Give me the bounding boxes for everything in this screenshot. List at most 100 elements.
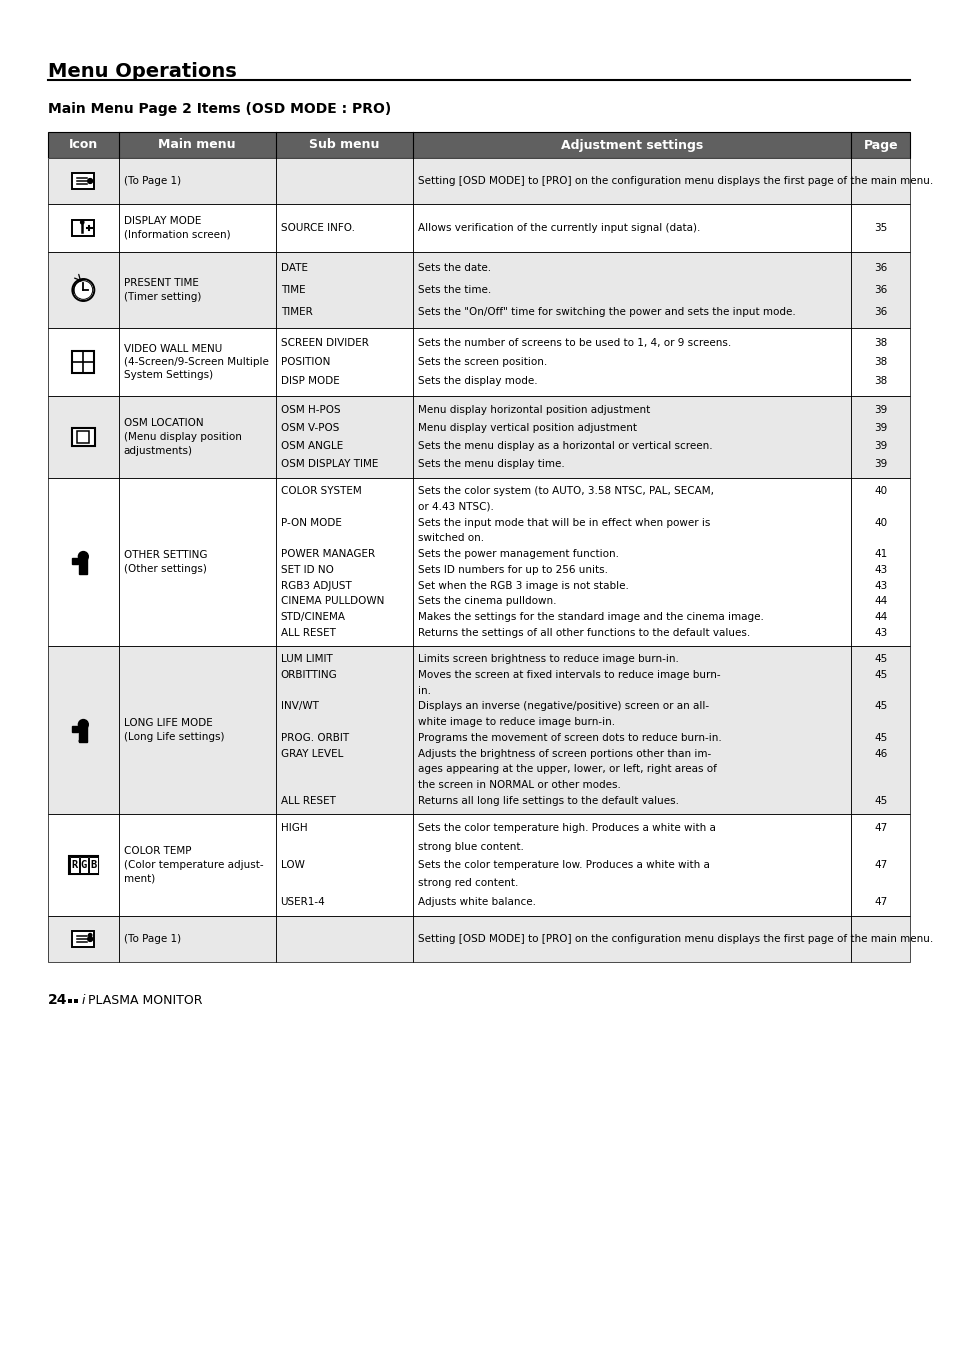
Bar <box>118 204 275 253</box>
Text: ALL RESET: ALL RESET <box>280 796 335 807</box>
Text: Sets the time.: Sets the time. <box>418 285 491 295</box>
Text: 47: 47 <box>873 823 886 834</box>
Text: Sets the "On/Off" time for switching the power and sets the input mode.: Sets the "On/Off" time for switching the… <box>418 307 796 317</box>
Bar <box>48 253 118 328</box>
Text: Setting [OSD MODE] to [PRO] on the configuration menu displays the first page of: Setting [OSD MODE] to [PRO] on the confi… <box>418 176 933 186</box>
Bar <box>48 158 118 204</box>
Text: ORBITTING: ORBITTING <box>280 670 337 680</box>
Text: 39: 39 <box>873 405 886 415</box>
Bar <box>275 396 413 478</box>
Bar <box>118 916 275 962</box>
Bar <box>275 158 413 204</box>
Text: 39: 39 <box>873 423 886 434</box>
Text: R: R <box>71 861 77 870</box>
Text: Sets the input mode that will be in effect when power is: Sets the input mode that will be in effe… <box>418 517 710 527</box>
Text: POSITION: POSITION <box>280 357 330 367</box>
Text: adjustments): adjustments) <box>124 446 193 455</box>
Text: Adjusts the brightness of screen portions other than im-: Adjusts the brightness of screen portion… <box>418 748 711 759</box>
Text: 36: 36 <box>873 285 886 295</box>
Text: 38: 38 <box>873 338 886 347</box>
Bar <box>850 204 909 253</box>
Text: Menu display vertical position adjustment: Menu display vertical position adjustmen… <box>418 423 637 434</box>
Bar <box>413 646 850 815</box>
Text: DATE: DATE <box>280 263 307 273</box>
Text: OSM DISPLAY TIME: OSM DISPLAY TIME <box>280 459 377 469</box>
Text: P-ON MODE: P-ON MODE <box>280 517 341 527</box>
Text: SET ID NO: SET ID NO <box>280 565 334 576</box>
Text: SCREEN DIVIDER: SCREEN DIVIDER <box>280 338 368 347</box>
Text: 44: 44 <box>873 597 886 607</box>
Text: Returns all long life settings to the default values.: Returns all long life settings to the de… <box>418 796 679 807</box>
Bar <box>850 253 909 328</box>
Circle shape <box>88 178 92 184</box>
Text: in.: in. <box>418 685 431 696</box>
Text: Icon: Icon <box>69 139 98 151</box>
Bar <box>48 132 909 158</box>
Text: (To Page 1): (To Page 1) <box>124 176 181 186</box>
Bar <box>413 204 850 253</box>
Text: 43: 43 <box>873 628 886 638</box>
Bar <box>850 916 909 962</box>
Text: Page: Page <box>862 139 897 151</box>
Text: 39: 39 <box>873 440 886 451</box>
Text: 45: 45 <box>873 701 886 711</box>
Text: strong red content.: strong red content. <box>418 878 518 889</box>
Circle shape <box>82 740 85 742</box>
Text: 40: 40 <box>873 517 886 527</box>
Bar <box>850 328 909 396</box>
Text: CINEMA PULLDOWN: CINEMA PULLDOWN <box>280 597 383 607</box>
Text: COLOR TEMP: COLOR TEMP <box>124 847 191 857</box>
Text: OSM V-POS: OSM V-POS <box>280 423 338 434</box>
Text: SOURCE INFO.: SOURCE INFO. <box>280 223 355 232</box>
Circle shape <box>85 740 88 742</box>
Bar <box>79 857 88 873</box>
Text: ment): ment) <box>124 874 154 884</box>
Text: or 4.43 NTSC).: or 4.43 NTSC). <box>418 501 494 512</box>
Text: Sets the menu display time.: Sets the menu display time. <box>418 459 564 469</box>
Text: 41: 41 <box>873 549 886 559</box>
Bar <box>275 646 413 815</box>
Text: Sets the color temperature low. Produces a white with a: Sets the color temperature low. Produces… <box>418 861 710 870</box>
Bar <box>413 253 850 328</box>
Bar <box>850 396 909 478</box>
Text: strong blue content.: strong blue content. <box>418 842 524 851</box>
Bar <box>413 328 850 396</box>
Text: 38: 38 <box>873 377 886 386</box>
Text: switched on.: switched on. <box>418 534 484 543</box>
Text: OTHER SETTING: OTHER SETTING <box>124 550 207 561</box>
Text: Sets the color system (to AUTO, 3.58 NTSC, PAL, SECAM,: Sets the color system (to AUTO, 3.58 NTS… <box>418 486 714 496</box>
Bar <box>48 815 909 916</box>
Text: Sets the color temperature high. Produces a white with a: Sets the color temperature high. Produce… <box>418 823 716 834</box>
Text: STD/CINEMA: STD/CINEMA <box>280 612 345 623</box>
Text: Set when the RGB 3 image is not stable.: Set when the RGB 3 image is not stable. <box>418 581 629 590</box>
Circle shape <box>89 934 91 936</box>
Text: (Other settings): (Other settings) <box>124 563 207 574</box>
Text: LUM LIMIT: LUM LIMIT <box>280 654 332 663</box>
Text: 45: 45 <box>873 654 886 663</box>
Bar <box>71 428 94 446</box>
Text: COLOR SYSTEM: COLOR SYSTEM <box>280 486 361 496</box>
Text: 39: 39 <box>873 459 886 469</box>
Text: Adjusts white balance.: Adjusts white balance. <box>418 897 536 907</box>
Text: Adjustment settings: Adjustment settings <box>560 139 702 151</box>
Text: VIDEO WALL MENU: VIDEO WALL MENU <box>124 343 222 354</box>
Text: G: G <box>81 861 87 870</box>
Text: OSM ANGLE: OSM ANGLE <box>280 440 342 451</box>
Text: LONG LIFE MODE: LONG LIFE MODE <box>124 719 213 728</box>
Text: Allows verification of the currently input signal (data).: Allows verification of the currently inp… <box>418 223 700 232</box>
Bar <box>48 204 118 253</box>
Text: INV/WT: INV/WT <box>280 701 318 711</box>
Bar <box>275 916 413 962</box>
Text: Sub menu: Sub menu <box>309 139 379 151</box>
Text: 36: 36 <box>873 307 886 317</box>
Text: (4-Screen/9-Screen Multiple: (4-Screen/9-Screen Multiple <box>124 357 269 367</box>
Bar <box>48 158 909 204</box>
Bar <box>72 558 78 563</box>
Text: Main Menu Page 2 Items (OSD MODE : PRO): Main Menu Page 2 Items (OSD MODE : PRO) <box>48 101 391 116</box>
Bar <box>118 328 275 396</box>
Bar <box>118 253 275 328</box>
Bar <box>69 857 97 874</box>
Bar <box>48 646 909 815</box>
Text: ages appearing at the upper, lower, or left, right areas of: ages appearing at the upper, lower, or l… <box>418 765 717 774</box>
Bar <box>118 815 275 916</box>
